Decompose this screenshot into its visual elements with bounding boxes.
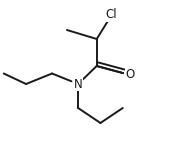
Text: O: O [126,69,135,81]
Text: Cl: Cl [106,9,117,21]
Text: N: N [74,78,83,90]
